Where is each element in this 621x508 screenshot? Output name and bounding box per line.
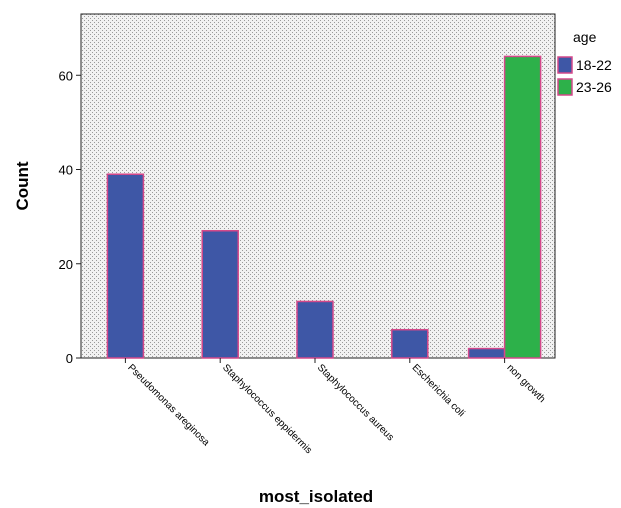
- y-tick-label: 0: [66, 351, 73, 366]
- legend-label: 23-26: [576, 79, 612, 95]
- x-tick-label: Staphylococcus aureus: [315, 362, 396, 443]
- legend-title: age: [573, 29, 597, 45]
- legend-label: 18-22: [576, 57, 612, 73]
- legend-swatch: [557, 56, 573, 74]
- y-axis-title: Count: [13, 161, 32, 210]
- bar-pseudomonas-areginosa-18-22: [106, 173, 145, 359]
- x-tick-label: Staphylococcus eppidermis: [220, 362, 314, 456]
- y-tick-label: 40: [59, 163, 73, 178]
- legend-swatch: [557, 78, 573, 96]
- plot-area: [80, 13, 556, 359]
- y-axis: 0 20 40 60: [59, 68, 81, 366]
- y-tick-label: 60: [59, 68, 73, 83]
- x-tick-label: Pseudomonas areginosa: [125, 362, 211, 448]
- bar-staphylococcus-aureus-18-22: [296, 300, 334, 359]
- y-tick-label: 20: [59, 257, 73, 272]
- bar-non-growth-18-22: [467, 347, 506, 359]
- x-tick-label: non growth: [504, 362, 547, 405]
- bar-non-growth-23-26: [503, 55, 542, 359]
- x-axis-title: most_isolated: [259, 487, 373, 506]
- legend: age 18-22 23-26: [557, 29, 612, 96]
- x-axis: Pseudomonas areginosa Staphylococcus eppi…: [124, 358, 547, 456]
- x-tick-label: Escherichia coli: [410, 362, 467, 419]
- bar-escherichia-coli-18-22: [391, 328, 429, 359]
- bar-staphylococcus-eppidermis-18-22: [201, 230, 239, 359]
